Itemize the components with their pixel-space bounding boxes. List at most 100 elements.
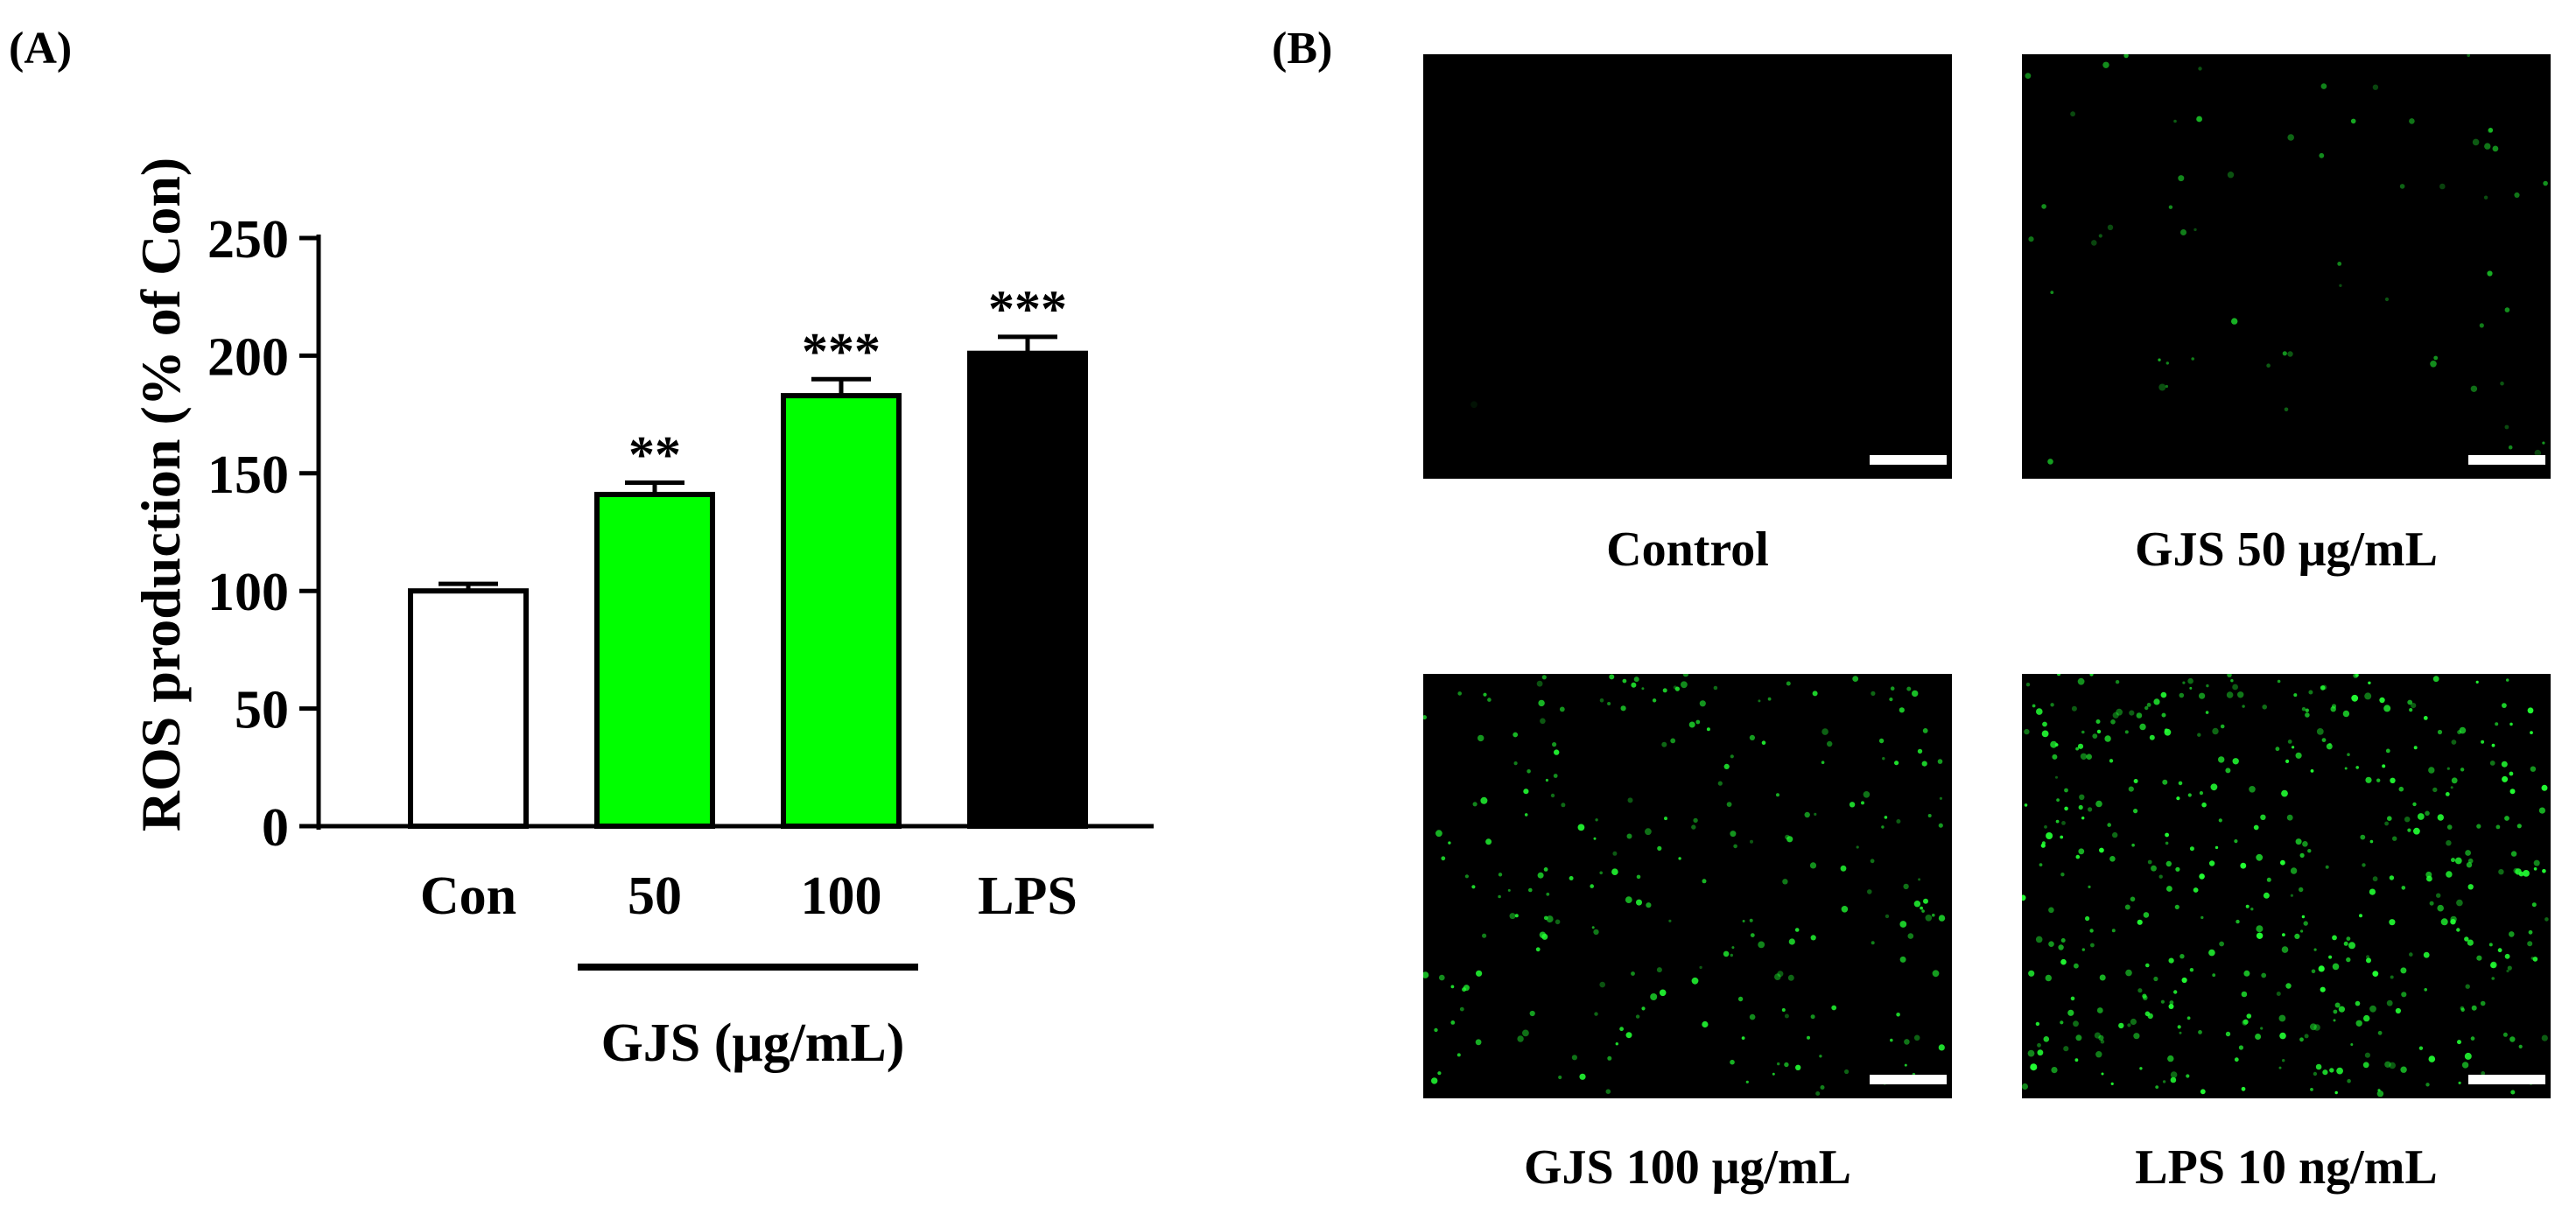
fluorescent-cell [2285, 983, 2292, 989]
fluorescent-cell [2460, 768, 2465, 772]
fluorescent-cell [2060, 873, 2065, 877]
fluorescent-cell [2275, 747, 2280, 752]
fluorescent-cell [2253, 824, 2259, 831]
fluorescent-cell [2498, 869, 2504, 875]
caption-control: Control [1606, 522, 1769, 577]
fluorescent-cell [1498, 873, 1503, 877]
fluorescent-cell [2348, 942, 2355, 950]
fluorescent-cell [1918, 878, 1921, 881]
fluorescent-cell [2025, 683, 2031, 687]
fluorescent-cell [2255, 1034, 2262, 1040]
fluorescent-cell [2476, 955, 2482, 961]
x-axis: Con 50 100 LPS [317, 824, 1154, 926]
fluorescent-cell [2173, 119, 2177, 123]
fluorescent-cell [2109, 856, 2116, 862]
fluorescent-cell [2276, 992, 2281, 996]
fluorescent-cell [2303, 921, 2308, 926]
fluorescent-cell [2508, 445, 2513, 450]
fluorescent-cell [2425, 1083, 2430, 1087]
fluorescent-cell [1636, 874, 1641, 880]
fluorescent-cell [1777, 1062, 1780, 1066]
fluorescent-cell [2071, 705, 2077, 712]
fluorescent-cell [1611, 868, 1618, 875]
fluorescent-cell [1699, 700, 1706, 707]
fluorescent-cell [2334, 1090, 2338, 1095]
fluorescent-cell [2491, 977, 2495, 980]
fluorescent-cell [2151, 865, 2157, 872]
fluorescent-cell [1831, 1005, 1837, 1011]
fluorescent-cell [1528, 887, 1533, 893]
fluorescent-cell [2384, 297, 2390, 302]
fluorescent-cell [2095, 800, 2102, 808]
fluorescent-cell [2201, 802, 2207, 808]
fluorescent-cell [1702, 1020, 1709, 1028]
fluorescent-cell [2153, 976, 2158, 982]
fluorescent-cell [2465, 850, 2471, 856]
fluorescent-cell [2423, 951, 2430, 958]
fluorescent-cell [2376, 778, 2381, 782]
fluorescent-cell [2315, 1063, 2322, 1070]
fluorescent-cell [2046, 832, 2053, 839]
fluorescent-cell [1904, 1063, 1907, 1067]
fluorescent-cell [1726, 802, 1732, 807]
micrograph-gjs-50 [2022, 54, 2551, 479]
fluorescent-cell [1861, 801, 1864, 805]
fluorescent-cell [1435, 830, 1442, 838]
fluorescent-cell [2432, 787, 2438, 793]
fluorescent-cell [1781, 1008, 1786, 1012]
fluorescent-cell [2112, 712, 2119, 719]
fluorescent-cell [2456, 899, 2463, 907]
fluorescent-cell [1619, 1027, 1624, 1032]
fluorescent-cell [2246, 1013, 2252, 1019]
fluorescent-cell [1772, 1072, 1775, 1076]
fluorescent-cell [2128, 786, 2134, 792]
fluorescent-cell [2433, 355, 2439, 361]
fluorescent-cell [2144, 1011, 2151, 1017]
fluorescent-cell [2231, 318, 2238, 325]
fluorescent-cell [2130, 896, 2136, 902]
fluorescent-cell [2260, 1027, 2264, 1030]
fluorescent-cell [2471, 1005, 2477, 1011]
fluorescent-cell [1938, 915, 1946, 922]
fluorescent-cell [2401, 992, 2407, 998]
fluorescent-cell [2206, 684, 2209, 688]
fluorescent-cell [2290, 894, 2293, 897]
fluorescent-cell [2333, 1009, 2338, 1014]
fluorescent-cell [2236, 919, 2240, 924]
fluorescent-cell [2043, 1036, 2050, 1042]
fluorescent-cell [2343, 941, 2348, 946]
fluorescent-cell [1513, 732, 1519, 738]
fluorescent-cell [1673, 685, 1677, 690]
bar-50 [594, 491, 715, 829]
fluorescent-cell [2506, 678, 2509, 682]
fluorescent-cell [1590, 884, 1594, 888]
fluorescent-cell [2398, 786, 2404, 792]
fluorescent-cell [2497, 948, 2502, 953]
fluorescent-cell [1524, 813, 1528, 817]
fluorescent-cell [2137, 919, 2143, 925]
fluorescent-cell [2532, 957, 2538, 962]
fluorescent-cell [2299, 887, 2304, 893]
fluorescent-cell [2382, 764, 2386, 768]
fluorescent-cell [2168, 957, 2174, 964]
fluorescent-cell [1650, 993, 1658, 1000]
fluorescent-cell [1867, 889, 1872, 894]
fluorescent-cell [2225, 1031, 2231, 1037]
fluorescent-cell [2362, 1062, 2369, 1069]
fluorescent-cell [2109, 759, 2114, 763]
fluorescent-cell [1927, 814, 1932, 817]
fluorescent-cell [1925, 915, 1933, 922]
fluorescent-cell [2232, 758, 2239, 765]
fluorescent-cell [1450, 1020, 1456, 1025]
fluorescent-cell [2160, 999, 2165, 1004]
fluorescent-cell [1476, 970, 1483, 977]
fluorescent-cell [2506, 969, 2509, 973]
fluorescent-cell [2392, 836, 2397, 841]
fluorescent-cell [2210, 783, 2218, 791]
fluorescent-cell [1569, 876, 1574, 880]
fluorescent-cell [2347, 753, 2350, 756]
fluorescent-cell [2355, 1000, 2361, 1006]
fluorescent-cell [2501, 761, 2508, 768]
fluorescent-cell [1702, 879, 1707, 884]
fluorescent-cell [1678, 857, 1681, 860]
